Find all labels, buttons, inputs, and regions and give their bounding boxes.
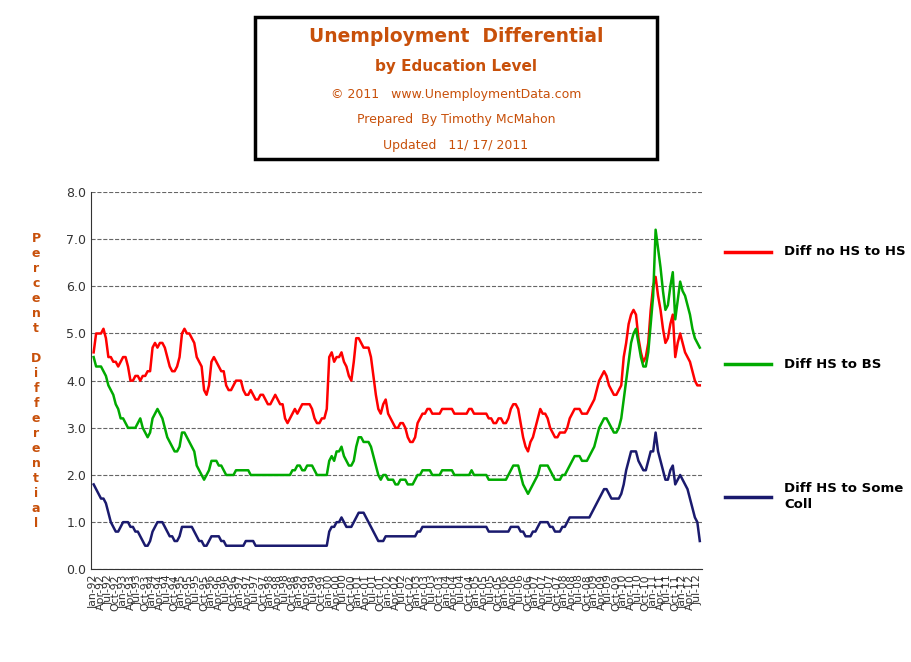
Text: Unemployment  Differential: Unemployment Differential [309, 26, 602, 46]
Text: P
e
r
c
e
n
t

D
i
f
f
e
r
e
n
t
i
a
l: P e r c e n t D i f f e r e n t i a l [31, 232, 41, 530]
Text: Updated   11/ 17/ 2011: Updated 11/ 17/ 2011 [383, 139, 528, 152]
Text: Diff HS to Some
Coll: Diff HS to Some Coll [783, 483, 903, 510]
Text: © 2011   www.UnemploymentData.com: © 2011 www.UnemploymentData.com [331, 88, 580, 101]
Text: Diff no HS to HS: Diff no HS to HS [783, 245, 905, 258]
FancyBboxPatch shape [255, 17, 656, 159]
Text: by Education Level: by Education Level [374, 60, 537, 74]
Text: Prepared  By Timothy McMahon: Prepared By Timothy McMahon [356, 113, 555, 126]
Text: Diff HS to BS: Diff HS to BS [783, 357, 881, 371]
